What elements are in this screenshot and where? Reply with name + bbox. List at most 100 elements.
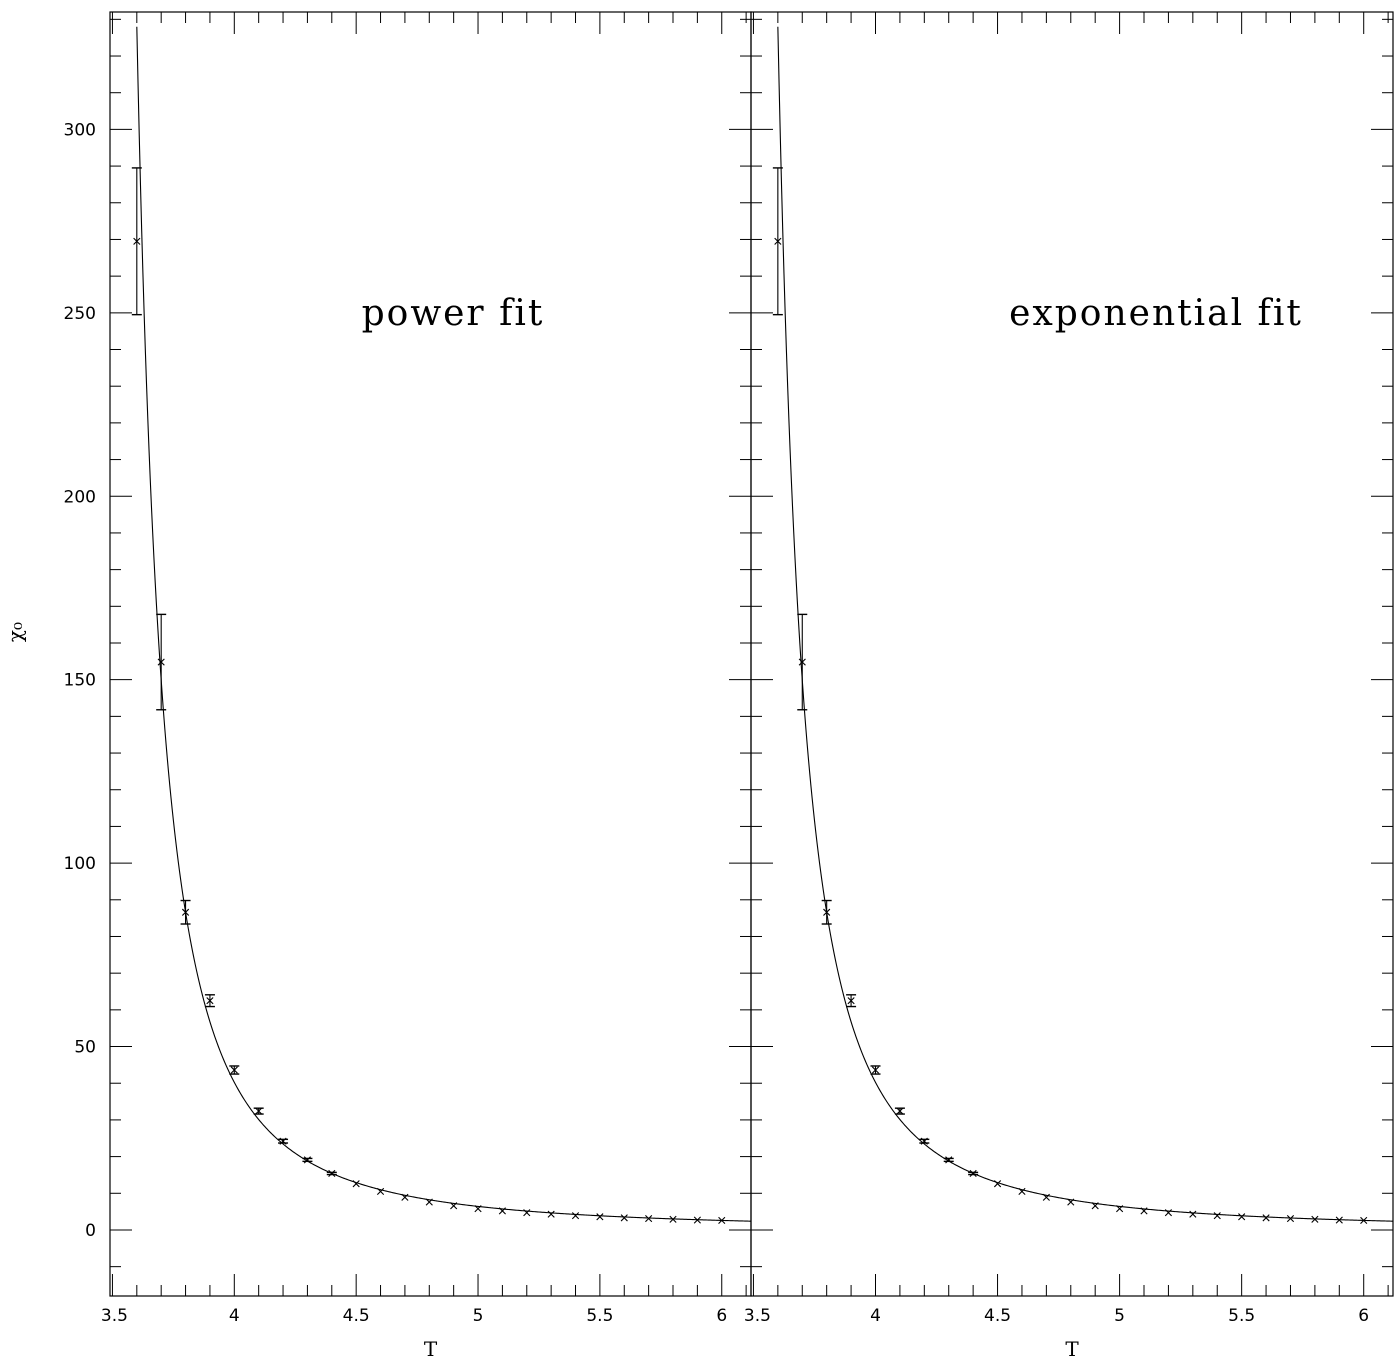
left-data-point: [596, 1213, 604, 1221]
right-data-point: [1335, 1216, 1343, 1224]
left-data-point: [352, 1180, 360, 1188]
right-x-marker: [969, 1169, 977, 1178]
left-data-point: [547, 1210, 555, 1218]
left-x-marker: [206, 997, 214, 1005]
right-x-tick-label: 3.5: [744, 1306, 771, 1326]
left-data-point: [523, 1209, 531, 1217]
right-data-point: [1018, 1187, 1026, 1196]
left-x-tick-label: 4: [229, 1306, 240, 1326]
left-data-point: [401, 1193, 409, 1201]
left-data-point: [669, 1215, 677, 1223]
left-fit-curve: [136, 26, 751, 1222]
right-data-point: [943, 1156, 954, 1164]
left-data-point: [302, 1156, 313, 1164]
left-x-axis-title: T: [424, 1337, 438, 1361]
left-y-tick-label: 0: [85, 1221, 96, 1241]
right-data-point: [1311, 1215, 1319, 1223]
right-x-marker: [847, 997, 855, 1005]
right-data-point: [1360, 1216, 1368, 1225]
right-x-tick-label: 4.5: [984, 1306, 1011, 1326]
right-data-point: [1189, 1210, 1197, 1218]
right-fit-label: exponential fit: [1009, 293, 1303, 334]
left-x-marker: [620, 1214, 628, 1222]
left-x-marker: [230, 1066, 238, 1074]
left-x-marker: [693, 1216, 701, 1224]
left-x-marker: [181, 908, 190, 916]
right-fit-curve: [777, 26, 1393, 1222]
right-plot-frame: [750, 11, 1394, 1297]
right-x-marker: [1262, 1214, 1270, 1222]
left-x-marker: [279, 1137, 287, 1145]
right-x-marker: [1360, 1216, 1368, 1225]
left-data-point: [425, 1198, 433, 1206]
left-x-marker: [474, 1205, 482, 1213]
right-data-point: [1116, 1205, 1124, 1213]
right-data-point: [1140, 1207, 1148, 1215]
left-data-point: [376, 1187, 385, 1196]
left-x-tick-label: 5.5: [586, 1306, 613, 1326]
left-panel: 3.5 4 4.5 5 5.5 6 0 50 100 150 200 250 300 Tχ₀ power f…: [3, 11, 752, 1361]
right-x-marker: [774, 237, 782, 245]
left-x-marker: [718, 1216, 726, 1225]
right-x-marker: [920, 1137, 928, 1145]
left-data-point: [718, 1216, 726, 1225]
right-x-marker: [945, 1156, 953, 1164]
left-y-tick-label: 50: [74, 1038, 96, 1058]
right-data-point: [870, 1065, 881, 1075]
left-y-axis-title: χ₀: [3, 622, 27, 642]
right-ticks: [751, 12, 1393, 1296]
right-data-point: [1238, 1213, 1246, 1221]
right-x-marker: [1311, 1215, 1319, 1223]
left-x-marker: [255, 1107, 263, 1115]
left-ticks: [110, 12, 751, 1296]
right-x-marker: [1116, 1205, 1124, 1213]
left-x-marker: [547, 1210, 555, 1218]
left-x-marker: [303, 1156, 312, 1164]
left-x-marker: [498, 1207, 506, 1215]
left-data-point: [620, 1214, 628, 1222]
left-data-point: [180, 899, 191, 925]
right-x-marker: [1042, 1193, 1050, 1201]
right-x-marker: [993, 1180, 1002, 1188]
left-data-point: [326, 1169, 337, 1178]
left-x-marker: [352, 1180, 360, 1188]
right-x-marker: [1140, 1207, 1148, 1215]
left-data-point: [156, 613, 167, 711]
left-x-tick-label: 5: [473, 1306, 484, 1326]
right-data-point: [1042, 1193, 1050, 1201]
right-data-point: [919, 1137, 930, 1145]
left-y-tick-label: 300: [64, 120, 96, 140]
left-fit-label: power fit: [362, 293, 545, 334]
left-data-point: [204, 994, 215, 1008]
right-x-marker: [896, 1107, 904, 1115]
right-x-marker: [798, 658, 806, 666]
left-y-tick-label: 100: [64, 854, 96, 874]
right-data-point: [968, 1169, 979, 1178]
right-data-point: [1067, 1198, 1075, 1206]
left-data-point: [253, 1107, 264, 1115]
right-x-tick-label: 5: [1114, 1306, 1125, 1326]
right-x-marker: [1018, 1187, 1026, 1196]
right-x-marker: [1164, 1209, 1173, 1217]
left-data-point: [571, 1212, 580, 1220]
right-x-marker: [1091, 1202, 1099, 1210]
right-x-marker: [1335, 1216, 1343, 1224]
left-x-marker: [133, 237, 141, 245]
right-x-marker: [1238, 1213, 1246, 1221]
right-data-point: [1262, 1214, 1270, 1222]
right-x-tick-label: 5.5: [1228, 1306, 1255, 1326]
left-x-marker: [669, 1215, 677, 1223]
left-data-point: [693, 1216, 701, 1224]
right-x-marker: [1067, 1198, 1075, 1206]
left-plot-frame: [109, 11, 752, 1297]
left-y-tick-label: 250: [64, 304, 96, 324]
left-x-tick-label: 4.5: [343, 1306, 370, 1326]
left-x-marker: [523, 1209, 531, 1217]
left-x-marker: [157, 658, 165, 666]
left-x-marker: [376, 1187, 385, 1196]
left-data-point: [450, 1202, 458, 1210]
left-data-point: [498, 1207, 506, 1215]
left-x-tick-label: 3.5: [101, 1306, 128, 1326]
